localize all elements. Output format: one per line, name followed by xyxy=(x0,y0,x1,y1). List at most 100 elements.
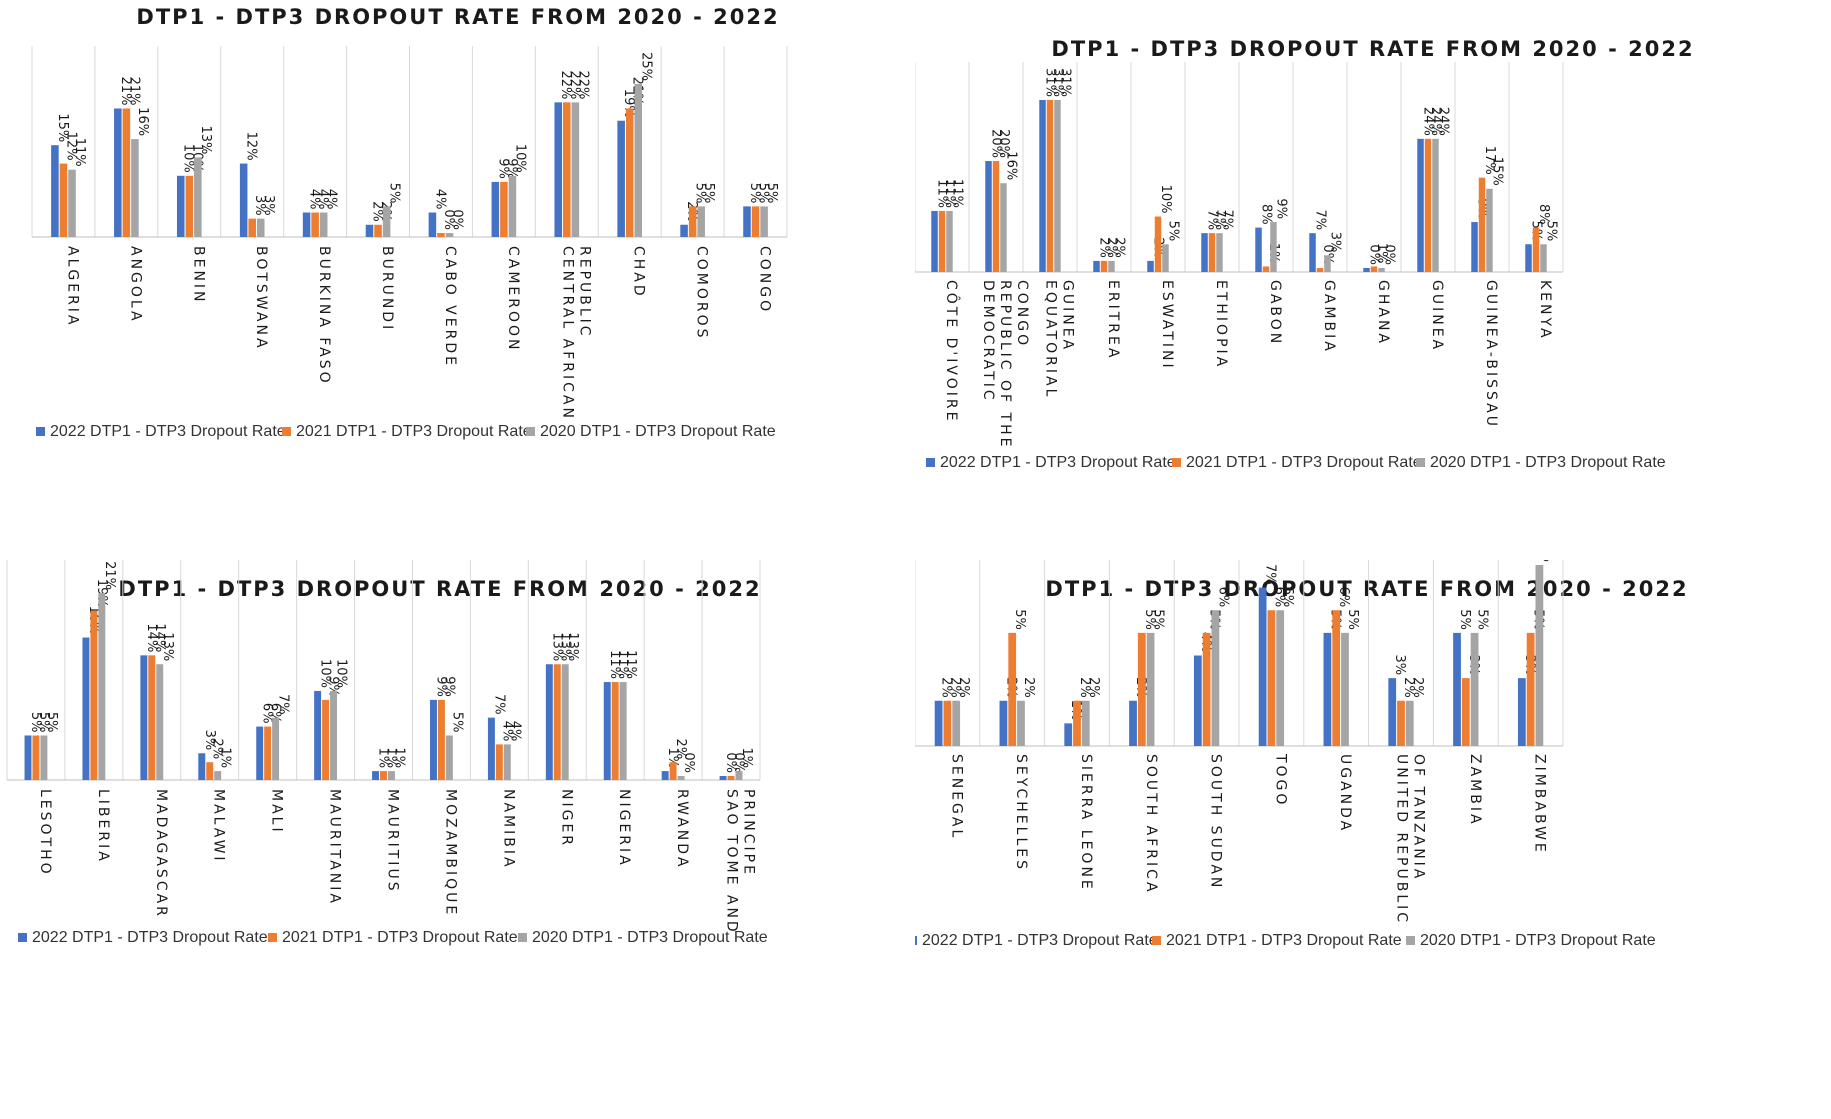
bar xyxy=(1417,138,1424,272)
bar xyxy=(1332,610,1341,746)
data-label: 24% xyxy=(1428,107,1443,136)
bar xyxy=(82,637,90,780)
data-label: 3% xyxy=(1392,655,1407,676)
category-label: GUINEA-BISSAU xyxy=(1483,280,1499,429)
legend-swatch xyxy=(1416,458,1425,467)
bar xyxy=(545,664,553,780)
bar xyxy=(1193,655,1202,746)
category-label: CONGO xyxy=(1014,280,1030,348)
category-label: SENEGAL xyxy=(948,754,964,840)
data-label: 6% xyxy=(1271,587,1286,608)
category-label: NIGERIA xyxy=(616,789,632,868)
bar xyxy=(32,735,40,780)
data-label: 2% xyxy=(369,201,384,222)
bar xyxy=(1324,255,1331,272)
category-label: SAO TOME AND xyxy=(724,789,740,935)
category-label: SOUTH SUDAN xyxy=(1208,754,1224,890)
bar xyxy=(680,224,688,237)
data-label: 0% xyxy=(1320,244,1335,265)
bar xyxy=(1432,138,1439,272)
bar xyxy=(1216,233,1223,272)
chart-title: DTP1 - DTP3 DROPOUT RATE FROM 2020 - 202… xyxy=(136,5,779,29)
data-label: 3% xyxy=(1327,232,1342,253)
data-label: 20% xyxy=(996,129,1011,158)
bar xyxy=(319,212,328,237)
data-label: 15% xyxy=(1489,157,1504,186)
legend-label: 2020 DTP1 - DTP3 Dropout Rate xyxy=(532,929,768,946)
legend-swatch xyxy=(526,427,535,436)
category-label: LESOTHO xyxy=(37,789,53,877)
data-label: 5% xyxy=(1151,609,1166,630)
data-label: 21% xyxy=(102,561,117,590)
bar xyxy=(1525,244,1532,272)
bar xyxy=(374,224,382,237)
data-label: 7% xyxy=(491,694,506,715)
legend-swatch xyxy=(1172,458,1181,467)
bar xyxy=(428,212,437,237)
category-label: GUINEA xyxy=(1429,280,1445,352)
bar xyxy=(938,210,946,272)
bar xyxy=(1073,700,1081,746)
legend-swatch xyxy=(268,933,277,942)
bar xyxy=(661,771,669,780)
bar xyxy=(59,163,68,237)
bar xyxy=(634,84,643,237)
data-label: 2% xyxy=(673,739,688,760)
category-label: COMOROS xyxy=(694,246,710,341)
data-label: 1% xyxy=(739,747,754,768)
bar xyxy=(1154,216,1162,272)
bar xyxy=(98,593,106,780)
category-label: UNITED REPUBLIC xyxy=(1394,754,1410,925)
chart-3: DTP1 - DTP3 DROPOUT RATE FROM 2020 - 202… xyxy=(6,560,768,946)
category-label: MAURITIUS xyxy=(385,789,401,894)
bar xyxy=(1405,700,1414,746)
data-label: 22% xyxy=(567,70,582,99)
category-label: MADAGASCAR xyxy=(153,789,169,919)
data-label: 0% xyxy=(723,752,738,773)
bar xyxy=(1201,233,1208,272)
legend-label: 2021 DTP1 - DTP3 Dropout Rate xyxy=(282,929,518,946)
legend-swatch xyxy=(36,427,45,436)
data-label: 6% xyxy=(1336,587,1351,608)
legend-swatch xyxy=(926,458,935,467)
chart-title: DTP1 - DTP3 DROPOUT RATE FROM 2020 - 202… xyxy=(1051,37,1694,61)
bar xyxy=(1211,610,1220,746)
bar xyxy=(554,102,563,237)
bar xyxy=(382,206,391,237)
category-label: EQUATORIAL xyxy=(1043,280,1059,399)
bar xyxy=(735,771,743,780)
bar xyxy=(122,108,131,237)
data-label: 10% xyxy=(334,659,349,688)
data-label: 10% xyxy=(318,659,333,688)
data-label: 13% xyxy=(198,126,213,155)
bar xyxy=(131,139,139,237)
bar xyxy=(719,776,727,780)
bar xyxy=(248,218,256,237)
bar xyxy=(1461,678,1470,746)
chart-1: DTP1 - DTP3 DROPOUT RATE FROM 2020 - 202… xyxy=(31,5,788,440)
legend-swatch xyxy=(18,933,27,942)
data-label: 5% xyxy=(1475,609,1490,630)
legend-swatch xyxy=(282,427,291,436)
bar xyxy=(553,664,561,780)
data-label: 24% xyxy=(1435,107,1450,136)
data-label: 6% xyxy=(1280,587,1295,608)
category-label: ETHIOPIA xyxy=(1213,280,1229,369)
data-label: 5% xyxy=(1142,609,1157,630)
data-label: 1% xyxy=(391,747,406,768)
legend-label: 2022 DTP1 - DTP3 Dropout Rate xyxy=(940,454,1176,471)
bar xyxy=(495,744,503,780)
data-label: 14% xyxy=(144,623,159,652)
data-label: 9% xyxy=(504,158,519,179)
data-label: 4% xyxy=(315,189,330,210)
legend-label: 2020 DTP1 - DTP3 Dropout Rate xyxy=(1420,932,1656,949)
bar xyxy=(1100,260,1108,272)
bar xyxy=(1363,268,1370,272)
data-label: 2% xyxy=(1021,677,1036,698)
bar xyxy=(697,206,705,237)
bar xyxy=(1478,177,1486,272)
category-label: BOTSWANA xyxy=(253,246,269,351)
bar xyxy=(206,762,214,780)
data-label: 0% xyxy=(1367,244,1382,265)
bar xyxy=(1540,244,1547,272)
